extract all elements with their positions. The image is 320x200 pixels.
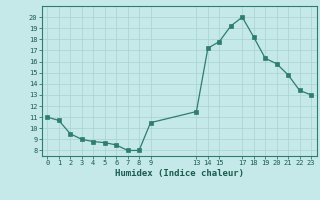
X-axis label: Humidex (Indice chaleur): Humidex (Indice chaleur) (115, 169, 244, 178)
